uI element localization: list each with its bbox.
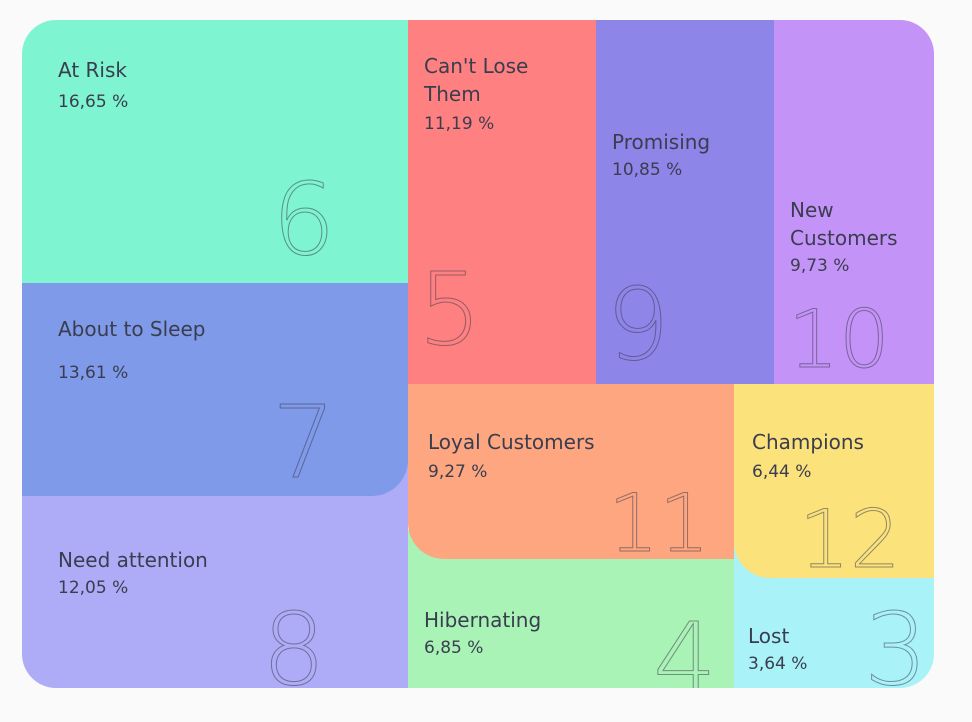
tile-number: 5 [418,251,483,368]
tile-percent: 6,85 % [424,638,484,658]
tile-percent: 13,61 % [58,363,129,383]
tile-about-sleep: About to Sleep 13,61 % 7 [22,283,408,496]
tile-percent: 10,85 % [612,160,683,180]
tile-number: 3 [864,591,929,688]
tile-name: Need attention [58,548,208,572]
tile-percent: 16,65 % [58,92,129,112]
tile-loyal-customers: Loyal Customers 9,27 % 11 [408,384,734,564]
tile-need-attention: Need attention 12,05 % 8 [22,460,408,688]
tile-name: Loyal Customers [428,430,595,454]
tile-number: 8 [262,591,327,688]
tile-percent: 6,44 % [752,462,812,482]
tile-champions: Champions 6,44 % 12 [734,384,934,586]
tile-number: 7 [272,384,337,501]
tile-name: Champions [752,430,864,454]
tile-name: Can't Lose Them [424,54,529,106]
tile-number: 9 [606,266,671,383]
tile-cant-lose-them: Can't Lose Them 11,19 % 5 [408,20,596,384]
tile-number: 11 [608,477,711,570]
tile-number: 6 [272,161,337,278]
tile-percent: 12,05 % [58,578,129,598]
tile-number: 12 [799,493,902,586]
tile-percent: 9,73 % [790,256,850,276]
tile-name: At Risk [58,58,127,82]
tile-name: Lost [748,624,790,648]
segments-treemap: At Risk 16,65 % 6 About to Sleep 13,61 %… [22,20,934,688]
tile-name: Hibernating [424,608,542,632]
tile-name: About to Sleep [58,317,206,341]
tile-name: New Customers [790,198,898,250]
tile-new-customers: New Customers 9,73 % 10 [774,20,934,384]
tile-percent: 3,64 % [748,654,808,674]
tile-number: 4 [653,601,718,688]
tile-number: 10 [788,293,891,386]
tile-percent: 9,27 % [428,462,488,482]
tile-name: Promising [612,130,711,154]
tile-at-risk: At Risk 16,65 % 6 [22,20,408,283]
tile-promising: Promising 10,85 % 9 [596,20,774,384]
tile-percent: 11,19 % [424,114,495,134]
